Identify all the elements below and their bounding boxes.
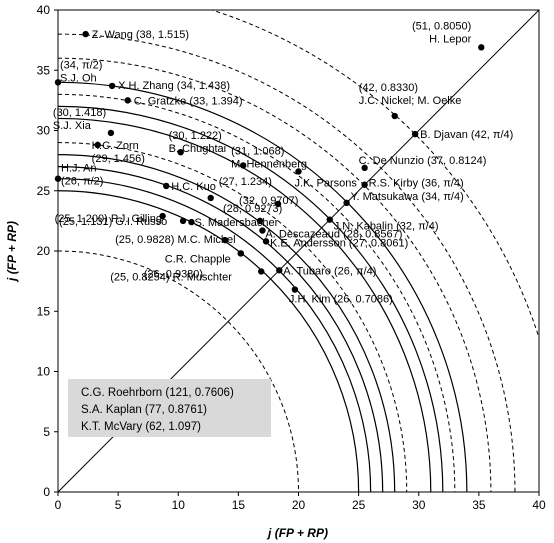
data-point [207,194,214,202]
point-label: C. Gratzke (33, 1.394) [134,95,243,107]
data-point [177,148,184,156]
x-tick-label: 15 [232,498,246,512]
data-point [82,30,89,38]
point-label: A. Descazeaud (28, 0.8567) [265,229,402,241]
y-tick-label: 25 [37,184,51,198]
data-point [54,175,62,182]
data-point [262,238,270,245]
point-label: B. Djavan (42, π/4) [420,129,513,141]
y-tick-label: 0 [43,485,50,499]
data-point [54,79,62,86]
point-labels: Z. Wang (38, 1.515) (51, 0.8050) H. Lepor (… [53,20,513,305]
point-label: S. Madersbacher [194,217,278,229]
data-point [391,112,398,120]
x-tick-label: 30 [412,498,426,512]
point-label: J.N. Kabalin (32, π/4) [334,221,439,233]
data-point [256,217,264,225]
dashed-arc [58,250,299,492]
point-label: R.S. Kirby (36, π/4) [369,178,464,190]
point-label: (32, 0.9707) [239,195,298,207]
data-point [108,82,116,90]
point-label: K.C. Zorn (29, 1.456) [92,140,145,165]
point-label: H.J. An (26, π/2) [61,163,103,188]
y-tick-label: 20 [37,244,51,258]
legend-box: C.G. Roehrborn (121, 0.7606) S.A. Kaplan… [68,379,271,437]
data-point [239,162,247,169]
data-point [179,217,187,225]
point-label: (51, 0.8050) H. Lepor [412,20,472,45]
point-label: C. De Nunzio (37, 0.8124) [359,155,487,167]
x-tick-label: 10 [172,498,186,512]
data-point [237,250,244,257]
point-label: C.R. Chapple [165,253,231,265]
data-point [361,164,368,172]
legend-line-2: S.A. Kaplan (77, 0.8761) [81,404,207,416]
data-point [159,212,166,220]
data-point [291,286,299,293]
y-tick-label: 10 [37,365,51,379]
x-tick-label: 25 [352,498,366,512]
point-label: (28, 0.9273) [223,203,282,215]
axis-ticks: 0 5 10 15 20 25 30 35 40 0 5 10 15 20 25 30 35 40 [37,3,546,512]
point-label: Y. Matsukawa (34, π/4) [351,191,464,203]
data-point [276,267,283,274]
point-label: (25, 0.8254) R. Muschter [110,271,232,283]
point-label: H.C. Kuo [171,181,216,193]
point-label: X.H. Zhang (34, 1.438) [118,80,230,92]
x-tick-label: 40 [532,498,546,512]
point-label: (25, 1.131) G.I. Russo [59,216,167,228]
point-label: J.H. Kim (26, 0.7086) [289,294,393,306]
y-tick-label: 30 [37,124,51,138]
data-point [411,130,419,138]
data-point [188,218,195,226]
y-axis-label: j (FP + RP) [5,221,19,283]
x-tick-label: 5 [115,498,122,512]
point-label: (25, 0.9828) M.C. Michel [115,234,235,246]
point-label: (42, 0.8330) J.C. Nickel; M. Oelke [359,82,462,107]
data-point [94,141,101,149]
point-label: K.E. Andersson (27, 0.8061) [270,237,408,249]
point-label: (31, 1.068) M. Hennenberg [231,145,307,170]
x-tick-label: 0 [55,498,62,512]
data-point [478,44,485,51]
y-tick-label: 35 [37,63,51,77]
y-tick-label: 5 [43,425,50,439]
data-point [107,129,115,137]
point-label: (27, 1.234) [219,176,272,188]
data-point [343,199,350,206]
data-point [124,97,131,104]
dashed-arc [58,57,492,492]
point-label: (30, 1.418) S.J. Xia [53,107,106,132]
data-point [295,168,302,175]
data-points [54,30,485,293]
data-point [163,182,170,190]
point-label: (30, 1.222) B. Chughtai [169,130,226,155]
data-point [221,236,229,244]
x-tick-label: 20 [292,498,306,512]
point-label: A. Tubaro (26, π/4) [283,265,376,277]
x-tick-label: 35 [472,498,486,512]
legend-line-3: K.T. McVary (62, 1.097) [81,421,201,433]
data-point [361,181,368,188]
y-tick-label: 15 [37,304,51,318]
data-point [258,268,265,275]
point-label: (34, π/2) S.J. Oh [60,59,102,84]
point-label: (25, 1.200) P.J. Gilling [55,213,162,225]
y-tick-label: 40 [37,3,51,17]
point-label: J.K. Parsons [295,177,358,189]
data-point [259,227,266,234]
data-point [326,216,333,223]
point-label: Z. Wang (38, 1.515) [92,29,189,41]
x-axis-label: j (FP + RP) [266,526,328,540]
point-label: (26, 0.9380) [144,268,203,280]
data-point [274,200,282,208]
legend-line-1: C.G. Roehrborn (121, 0.7606) [81,387,234,399]
